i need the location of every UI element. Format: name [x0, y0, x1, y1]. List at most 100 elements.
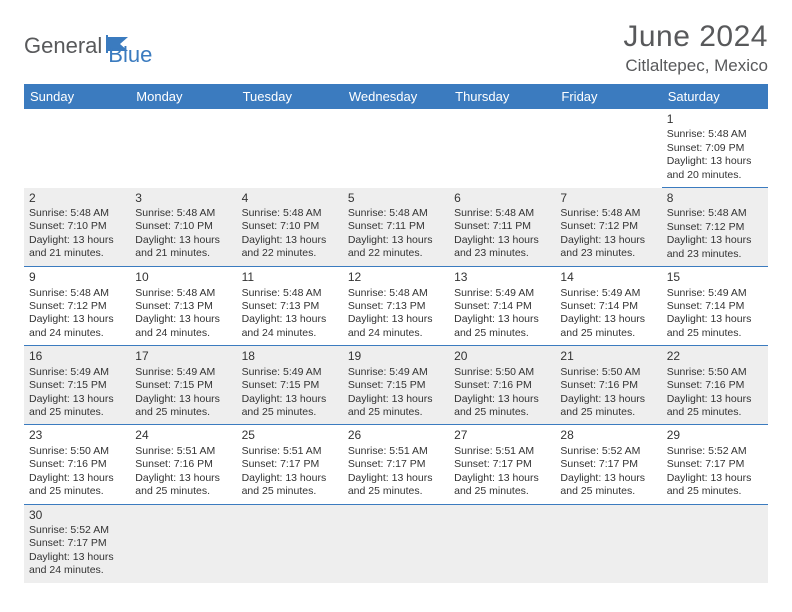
calendar-cell: [662, 504, 768, 583]
sunset-text: Sunset: 7:17 PM: [454, 458, 550, 471]
sunrise-text: Sunrise: 5:52 AM: [667, 445, 763, 458]
sunrise-text: Sunrise: 5:48 AM: [560, 207, 656, 220]
daylight-text: Daylight: 13 hours: [667, 313, 763, 326]
calendar-cell: 29 Sunrise: 5:52 AMSunset: 7:17 PMDayligh…: [662, 425, 768, 504]
calendar-cell: 18Sunrise: 5:49 AMSunset: 7:15 PMDayligh…: [237, 346, 343, 425]
calendar-cell: [237, 109, 343, 188]
day-number: 26: [348, 428, 444, 443]
day-number: 13: [454, 270, 550, 285]
day-header-wed: Wednesday: [343, 84, 449, 109]
daylight-text: and 25 minutes.: [560, 406, 656, 419]
calendar-cell: 17Sunrise: 5:49 AMSunset: 7:15 PMDayligh…: [130, 346, 236, 425]
sunrise-text: Sunrise: 5:49 AM: [560, 287, 656, 300]
daylight-text: Daylight: 13 hours: [242, 234, 338, 247]
location: Citlaltepec, Mexico: [623, 56, 768, 76]
daylight-text: Daylight: 13 hours: [29, 551, 125, 564]
sunrise-text: Sunrise: 5:48 AM: [667, 207, 763, 220]
sunset-text: Sunset: 7:13 PM: [135, 300, 231, 313]
day-number: 18: [242, 349, 338, 364]
calendar-cell: 3Sunrise: 5:48 AMSunset: 7:10 PMDaylight…: [130, 188, 236, 267]
day-header-row: Sunday Monday Tuesday Wednesday Thursday…: [24, 84, 768, 109]
sunset-text: Sunset: 7:16 PM: [135, 458, 231, 471]
daylight-text: and 25 minutes.: [29, 406, 125, 419]
sunset-text: Sunset: 7:17 PM: [667, 458, 763, 471]
calendar-cell: [237, 504, 343, 583]
sunset-text: Sunset: 7:16 PM: [560, 379, 656, 392]
daylight-text: Daylight: 13 hours: [242, 313, 338, 326]
calendar-cell: 19Sunrise: 5:49 AMSunset: 7:15 PMDayligh…: [343, 346, 449, 425]
calendar-cell: [555, 504, 661, 583]
calendar-cell: 9Sunrise: 5:48 AMSunset: 7:12 PMDaylight…: [24, 267, 130, 346]
daylight-text: Daylight: 13 hours: [135, 234, 231, 247]
calendar-cell: [449, 109, 555, 188]
calendar-row: 16Sunrise: 5:49 AMSunset: 7:15 PMDayligh…: [24, 346, 768, 425]
title-block: June 2024 Citlaltepec, Mexico: [623, 20, 768, 76]
day-number: 6: [454, 191, 550, 206]
sunrise-text: Sunrise: 5:48 AM: [242, 287, 338, 300]
daylight-text: Daylight: 13 hours: [242, 393, 338, 406]
sunset-text: Sunset: 7:13 PM: [242, 300, 338, 313]
daylight-text: and 24 minutes.: [135, 327, 231, 340]
daylight-text: and 25 minutes.: [560, 327, 656, 340]
sunrise-text: Sunrise: 5:51 AM: [348, 445, 444, 458]
sunset-text: Sunset: 7:10 PM: [135, 220, 231, 233]
calendar-cell: 12Sunrise: 5:48 AMSunset: 7:13 PMDayligh…: [343, 267, 449, 346]
sunset-text: Sunset: 7:11 PM: [348, 220, 444, 233]
calendar-cell: 11Sunrise: 5:48 AMSunset: 7:13 PMDayligh…: [237, 267, 343, 346]
sunrise-text: Sunrise: 5:52 AM: [29, 524, 125, 537]
calendar-cell: [343, 504, 449, 583]
day-number: 17: [135, 349, 231, 364]
daylight-text: and 25 minutes.: [348, 485, 444, 498]
sunrise-text: Sunrise: 5:49 AM: [454, 287, 550, 300]
calendar-cell: [555, 109, 661, 188]
daylight-text: Daylight: 13 hours: [560, 313, 656, 326]
daylight-text: and 24 minutes.: [242, 327, 338, 340]
calendar-cell: 16Sunrise: 5:49 AMSunset: 7:15 PMDayligh…: [24, 346, 130, 425]
sunset-text: Sunset: 7:12 PM: [560, 220, 656, 233]
daylight-text: Daylight: 13 hours: [348, 234, 444, 247]
calendar-cell: 20Sunrise: 5:50 AMSunset: 7:16 PMDayligh…: [449, 346, 555, 425]
day-header-sat: Saturday: [662, 84, 768, 109]
logo-text-sub: Blue: [108, 42, 152, 67]
daylight-text: Daylight: 13 hours: [560, 234, 656, 247]
sunrise-text: Sunrise: 5:48 AM: [135, 287, 231, 300]
day-header-sun: Sunday: [24, 84, 130, 109]
sunrise-text: Sunrise: 5:51 AM: [454, 445, 550, 458]
day-number: 7: [560, 191, 656, 206]
sunrise-text: Sunrise: 5:48 AM: [348, 207, 444, 220]
calendar-cell: 22Sunrise: 5:50 AMSunset: 7:16 PMDayligh…: [662, 346, 768, 425]
sunrise-text: Sunrise: 5:49 AM: [242, 366, 338, 379]
calendar-row: 1Sunrise: 5:48 AMSunset: 7:09 PMDaylight…: [24, 109, 768, 188]
day-number: 1: [667, 112, 763, 127]
day-header-thu: Thursday: [449, 84, 555, 109]
day-number: 2: [29, 191, 125, 206]
calendar-cell: 13Sunrise: 5:49 AMSunset: 7:14 PMDayligh…: [449, 267, 555, 346]
sunrise-text: Sunrise: 5:48 AM: [454, 207, 550, 220]
daylight-text: and 24 minutes.: [29, 564, 125, 577]
logo: General Blue: [24, 20, 152, 68]
day-number: 19: [348, 349, 444, 364]
daylight-text: and 25 minutes.: [560, 485, 656, 498]
daylight-text: Daylight: 13 hours: [135, 393, 231, 406]
daylight-text: and 25 minutes.: [454, 406, 550, 419]
daylight-text: and 25 minutes.: [667, 327, 763, 340]
day-number: 5: [348, 191, 444, 206]
daylight-text: Daylight: 13 hours: [667, 472, 763, 485]
calendar-cell: [449, 504, 555, 583]
sunset-text: Sunset: 7:16 PM: [667, 379, 763, 392]
day-number: 24: [135, 428, 231, 443]
sunset-text: Sunset: 7:17 PM: [560, 458, 656, 471]
calendar-cell: 26Sunrise: 5:51 AMSunset: 7:17 PMDayligh…: [343, 425, 449, 504]
day-number: 14: [560, 270, 656, 285]
calendar-cell: 6Sunrise: 5:48 AMSunset: 7:11 PMDaylight…: [449, 188, 555, 267]
calendar-cell: 27Sunrise: 5:51 AMSunset: 7:17 PMDayligh…: [449, 425, 555, 504]
sunset-text: Sunset: 7:12 PM: [667, 221, 763, 234]
calendar-cell: 10Sunrise: 5:48 AMSunset: 7:13 PMDayligh…: [130, 267, 236, 346]
daylight-text: and 23 minutes.: [454, 247, 550, 260]
daylight-text: Daylight: 13 hours: [348, 393, 444, 406]
day-number: 29: [667, 428, 763, 443]
daylight-text: Daylight: 13 hours: [29, 393, 125, 406]
daylight-text: Daylight: 13 hours: [560, 472, 656, 485]
day-number: 9: [29, 270, 125, 285]
sunset-text: Sunset: 7:10 PM: [242, 220, 338, 233]
